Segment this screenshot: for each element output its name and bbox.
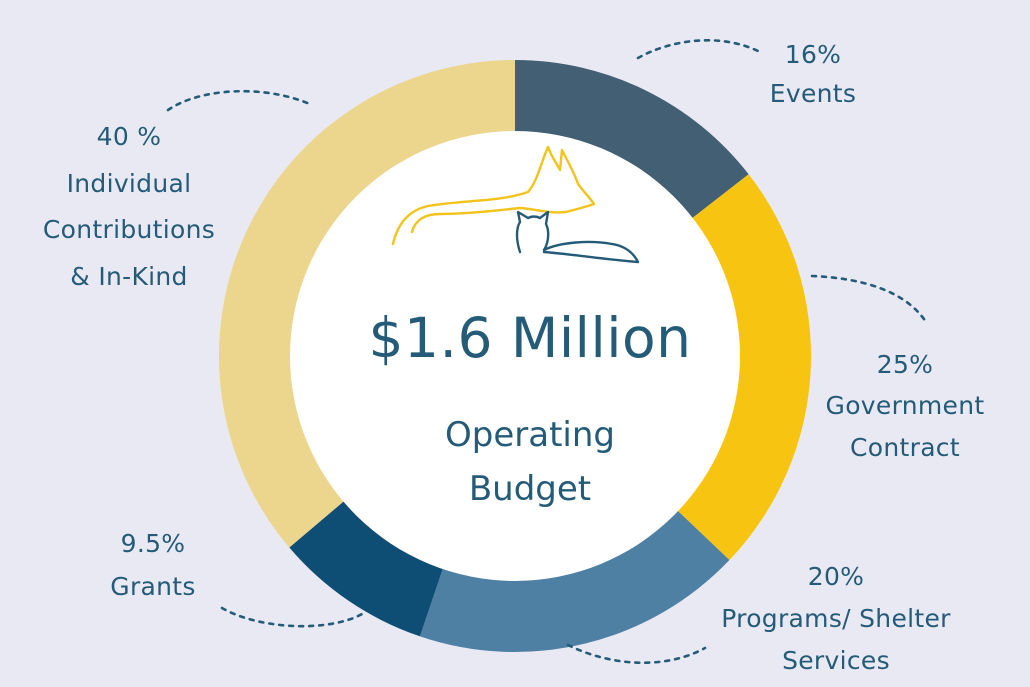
label-programs-name: Programs/ Shelter xyxy=(721,604,951,633)
leader-line-programs xyxy=(566,643,707,665)
label-individual-name: Individual xyxy=(66,168,192,198)
center-caption-line: Operating xyxy=(445,415,615,455)
label-events-percent: 16% xyxy=(784,40,842,69)
label-programs-percent: 20% xyxy=(807,562,865,591)
leader-line-government xyxy=(810,274,928,324)
label-individual-name: Contributions xyxy=(42,215,216,244)
leader-line-individual xyxy=(166,89,314,112)
dog-and-cat-logo-icon xyxy=(391,145,640,264)
center-caption: Operating Budget xyxy=(380,408,680,517)
label-individual-percent: 40 % xyxy=(96,122,162,151)
label-grants-percent: 9.5% xyxy=(120,529,186,558)
label-government-percent: 25% xyxy=(876,350,934,379)
leader-line-grants xyxy=(220,606,364,628)
label-government-name: Government xyxy=(825,391,985,421)
label-events-name: Events xyxy=(769,78,857,108)
donut-center xyxy=(290,131,740,581)
label-programs: 20% Programs/ Shelter Services xyxy=(700,556,972,682)
center-caption-line: Budget xyxy=(468,469,592,510)
label-programs-name: Services xyxy=(782,646,890,675)
label-government-name: Contract xyxy=(850,432,960,462)
label-events: 16% Events xyxy=(748,36,878,114)
label-individual: 40 % Individual Contributions & In-Kind xyxy=(18,114,240,300)
center-amount: $1.6 Million xyxy=(368,306,692,370)
label-grants: 9.5% Grants xyxy=(88,522,218,608)
label-government: 25% Government Contract xyxy=(815,344,995,468)
label-individual-name: & In-Kind xyxy=(70,261,188,291)
label-grants-name: Grants xyxy=(110,572,196,601)
leader-line-events xyxy=(636,38,762,60)
